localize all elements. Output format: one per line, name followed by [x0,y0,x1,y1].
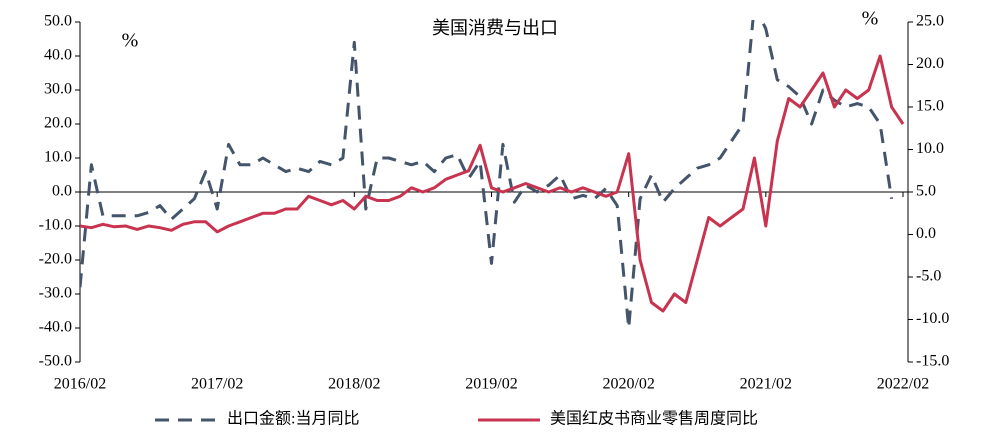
y2-tick-label: 10.0 [916,140,944,157]
data-line [80,54,905,313]
y-tick-label: 20.0 [44,115,72,132]
y-tick-label: -30.0 [39,285,72,302]
x-tick-label: 2016/02 [54,376,106,393]
y2-tick-label: 0.0 [916,225,936,242]
y2-tick-label: 20.0 [916,55,944,72]
chart-title: 美国消费与出口 [432,18,558,38]
y-tick-label: -20.0 [39,251,72,268]
y-tick-label: 0.0 [52,183,72,200]
y2-tick-label: 5.0 [916,183,936,200]
y2-tick-label: 25.0 [916,13,944,30]
y-tick-label: -50.0 [39,353,72,370]
y-tick-label: -10.0 [39,217,72,234]
data-line [80,20,894,330]
annotation: % [862,8,879,30]
annotation: % [122,30,139,52]
x-tick-label: 2021/02 [740,376,792,393]
x-tick-label: 2017/02 [191,376,243,393]
x-tick-label: 2020/02 [602,376,654,393]
y2-tick-label: 15.0 [916,98,944,115]
y2-tick-label: -15.0 [916,353,949,370]
y-tick-label: 50.0 [44,13,72,30]
plot-area [80,20,905,330]
legend-label: 美国红皮书商业零售周度同比 [550,410,758,428]
y-tick-label: 40.0 [44,47,72,64]
x-tick-label: 2022/02 [877,376,929,393]
x-tick-label: 2019/02 [465,376,517,393]
y2-tick-label: -10.0 [916,310,949,327]
y-tick-label: -40.0 [39,319,72,336]
y-tick-label: 10.0 [44,149,72,166]
y-tick-label: 30.0 [44,81,72,98]
y2-tick-label: -5.0 [916,268,941,285]
x-tick-label: 2018/02 [328,376,380,393]
legend-label: 出口金额:当月同比 [227,410,359,428]
